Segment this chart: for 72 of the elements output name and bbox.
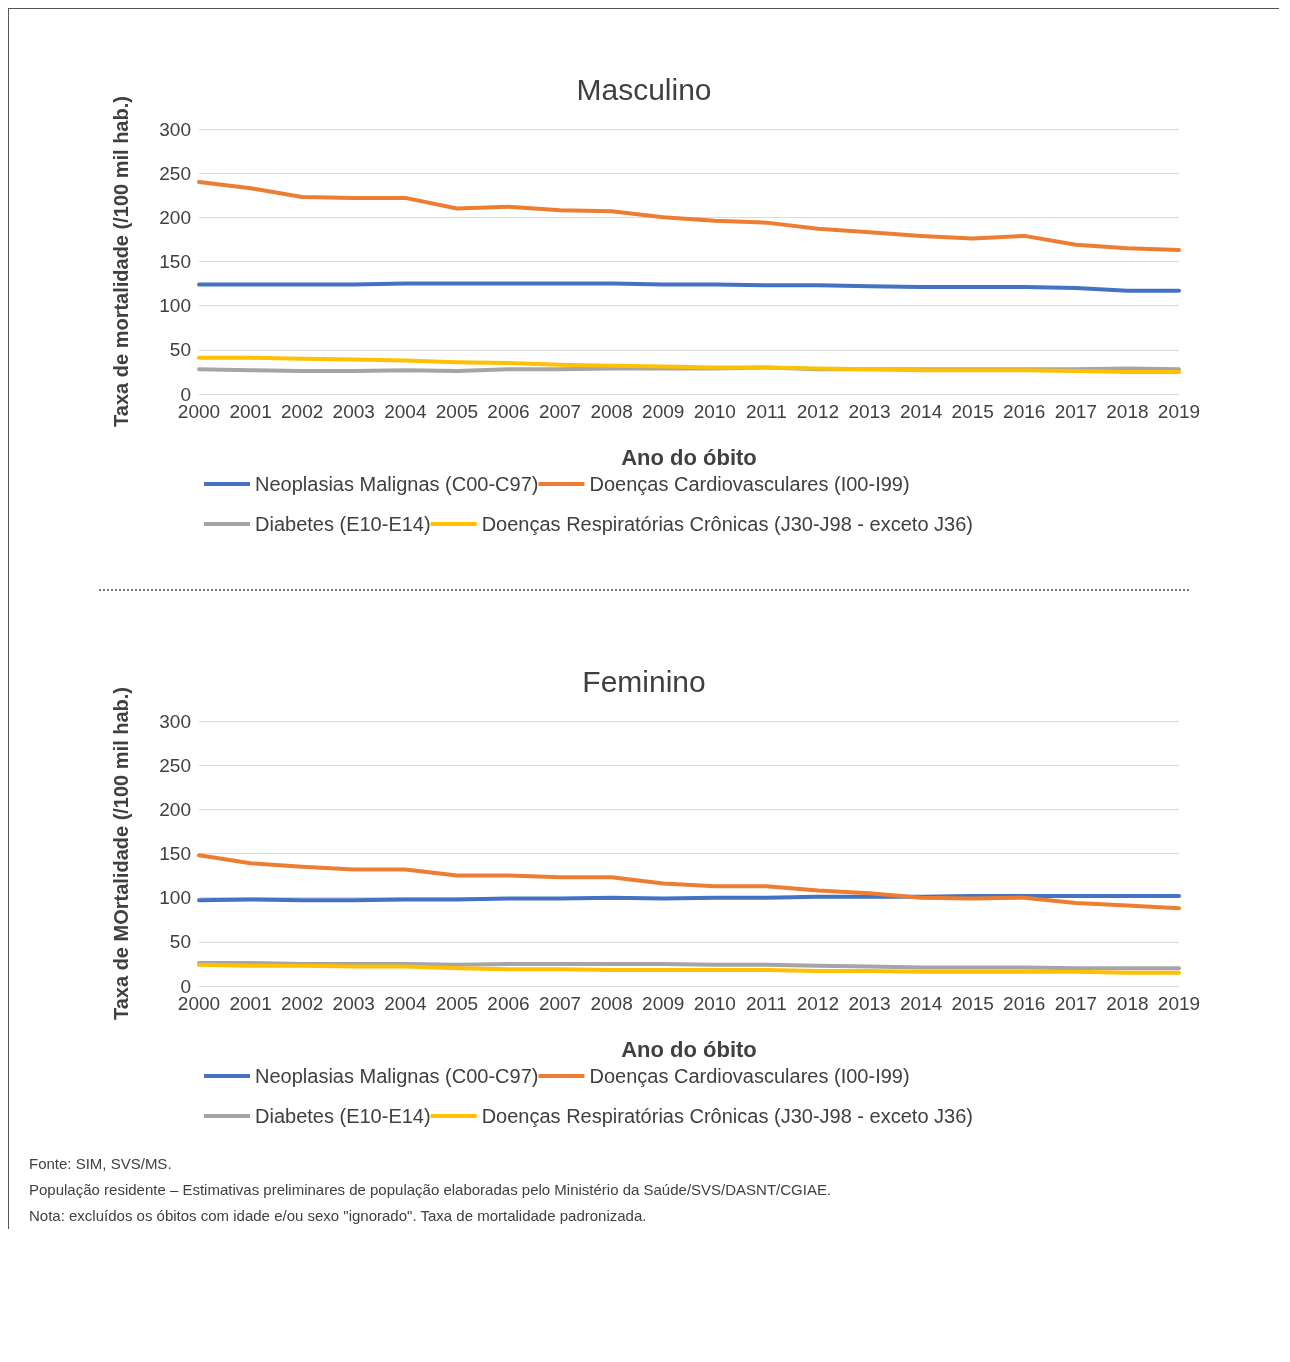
legend-label: Doenças Cardiovasculares (I00-I99) xyxy=(589,473,910,495)
y-tick-label: 150 xyxy=(159,843,191,864)
x-tick-label: 2011 xyxy=(745,401,787,422)
line-series xyxy=(197,180,1181,253)
legend-label: Doenças Respiratórias Crônicas (J30-J98 - exceto J36) xyxy=(481,513,973,535)
x-tick-label: 2013 xyxy=(848,993,891,1014)
x-axis-title: Ano do óbito xyxy=(621,444,757,470)
x-tick-label: 2010 xyxy=(693,993,736,1014)
x-tick-label: 2004 xyxy=(384,993,427,1014)
y-tick-label: 150 xyxy=(159,251,191,272)
y-tick-label: 50 xyxy=(169,339,191,361)
x-tick-label: 2007 xyxy=(538,401,582,422)
x-tick-label: 2019 xyxy=(1157,993,1201,1014)
text: Nota: excluídos os óbitos com idade e/ou sexo "ignorado". Taxa de mortalidade padronizada. xyxy=(29,1206,648,1226)
x-tick-label: 2001 xyxy=(229,401,272,422)
x-tick-label: 2016 xyxy=(1003,401,1046,422)
x-tick-label: 2017 xyxy=(1054,401,1097,422)
x-tick-label: 2014 xyxy=(899,401,943,422)
x-tick-label: 2005 xyxy=(435,401,479,422)
x-tick-label: 2002 xyxy=(281,993,324,1014)
line-series xyxy=(197,355,1181,374)
x-tick-label: 2005 xyxy=(435,993,479,1014)
y-tick-label: 50 xyxy=(169,931,191,953)
y-tick-label: 250 xyxy=(159,162,191,184)
x-tick-label: 2009 xyxy=(642,401,685,422)
x-tick-label: 2015 xyxy=(951,993,994,1014)
x-tick-label: 2007 xyxy=(538,993,582,1014)
x-tick-label: 2012 xyxy=(796,401,840,422)
legend-label: Diabetes (E10-E14) xyxy=(255,513,431,535)
x-tick-label: 2003 xyxy=(332,993,375,1014)
x-tick-label: 2002 xyxy=(281,401,324,422)
chart-title: Masculino xyxy=(576,72,712,106)
y-tick-label: 200 xyxy=(159,798,191,820)
x-tick-label: 2017 xyxy=(1054,993,1097,1014)
x-tick-label: 2004 xyxy=(384,401,427,422)
x-tick-label: 2018 xyxy=(1106,993,1149,1014)
x-tick-label: 2012 xyxy=(796,993,840,1014)
legend-label: Doenças Respiratórias Crônicas (J30-J98 - exceto J36) xyxy=(481,1105,973,1127)
x-tick-label: 2015 xyxy=(951,401,994,422)
y-tick-label: 300 xyxy=(159,118,191,140)
legend-label: Doenças Cardiovasculares (I00-I99) xyxy=(589,1065,910,1087)
x-axis-title: Ano do óbito xyxy=(621,1036,757,1062)
line-series xyxy=(197,281,1181,293)
x-tick-label: 2001 xyxy=(229,993,272,1014)
text: População residente – Estimativas preliminares de população elaboradas pelo Ministério da Saúde/SVS/DASNT/CGIAE. xyxy=(29,1180,833,1200)
x-tick-label: 2014 xyxy=(899,993,943,1014)
y-axis-title: Taxa de mortalidade (/100 mil hab.) xyxy=(110,96,132,427)
x-tick-label: 2008 xyxy=(590,401,633,422)
source-note: Fonte: SIM, SVS/MS. xyxy=(29,1154,173,1174)
y-axis-title: Taxa de MOrtalidade (/100 mil hab.) xyxy=(110,686,132,1021)
y-tick-label: 200 xyxy=(159,206,191,228)
x-tick-label: 2008 xyxy=(590,993,633,1014)
line-series xyxy=(197,853,1181,911)
y-tick-label: 100 xyxy=(159,887,191,909)
legend-label: Neoplasias Malignas (C00-C97) xyxy=(255,473,539,495)
x-tick-label: 2018 xyxy=(1106,401,1149,422)
x-tick-label: 2006 xyxy=(487,401,530,422)
legend-label: Diabetes (E10-E14) xyxy=(255,1105,431,1127)
x-tick-label: 2006 xyxy=(487,993,530,1014)
x-tick-label: 2019 xyxy=(1157,401,1201,422)
legend-label: Neoplasias Malignas (C00-C97) xyxy=(255,1065,539,1087)
y-tick-label: 300 xyxy=(159,710,191,732)
line-series xyxy=(197,962,1181,975)
x-tick-label: 2011 xyxy=(745,993,787,1014)
x-tick-label: 2013 xyxy=(848,401,891,422)
y-tick-label: 100 xyxy=(159,295,191,317)
x-tick-label: 2010 xyxy=(693,401,736,422)
x-tick-label: 2016 xyxy=(1003,993,1046,1014)
y-tick-label: 250 xyxy=(159,754,191,776)
x-tick-label: 2009 xyxy=(642,993,685,1014)
x-tick-label: 2003 xyxy=(332,401,375,422)
chart-title: Feminino xyxy=(582,664,706,698)
